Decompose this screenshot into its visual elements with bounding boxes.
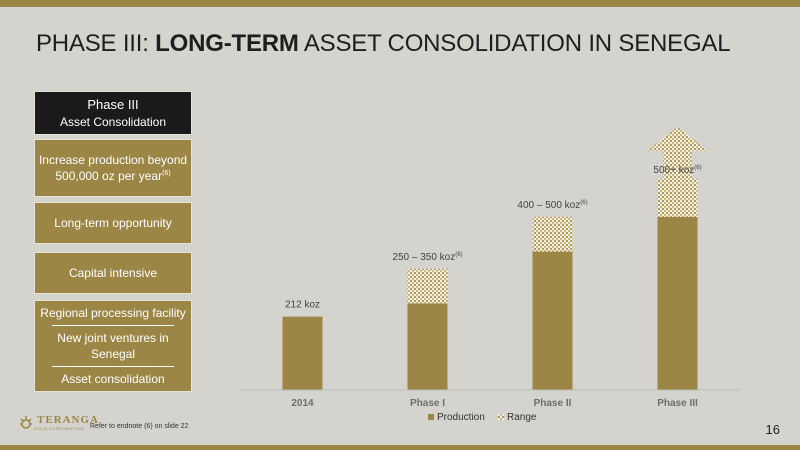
legend-range-swatch bbox=[498, 414, 504, 420]
x-tick-label: Phase I bbox=[410, 398, 445, 409]
x-tick-label: Phase II bbox=[534, 398, 572, 409]
range-bar bbox=[657, 178, 698, 217]
chart-legend: Production Range bbox=[428, 412, 537, 423]
data-label: 400 – 500 koz(6) bbox=[517, 200, 587, 211]
logo-wordmark: TERANGA bbox=[37, 414, 100, 426]
strategy-item: Asset consolidation bbox=[61, 372, 165, 387]
phase-header-box: Phase III Asset Consolidation bbox=[34, 91, 192, 135]
bottom-accent-bar bbox=[0, 445, 800, 450]
strategy-item: New joint ventures in Senegal bbox=[57, 330, 169, 361]
x-tick-label: 2014 bbox=[291, 398, 314, 409]
page-number: 16 bbox=[765, 422, 780, 437]
production-chart: 212 koz 2014 250 – 350 koz(6) Phase I 400 – … bbox=[240, 126, 740, 423]
legend-production-label: Production bbox=[437, 412, 485, 423]
endnote-text: Refer to endnote (6) on slide 22 bbox=[90, 423, 189, 430]
strategy-item: Regional processing facility bbox=[40, 305, 186, 320]
data-label: 212 koz bbox=[285, 300, 320, 311]
production-bar bbox=[282, 316, 323, 390]
x-tick-label: Phase III bbox=[657, 398, 698, 409]
divider bbox=[52, 366, 174, 368]
production-goal-line1: Increase production beyond bbox=[38, 152, 188, 167]
production-bar bbox=[532, 251, 573, 390]
logo-subtitle: GOLD CORPORATION bbox=[34, 426, 84, 431]
production-goal-line2: 500,000 oz per year bbox=[55, 169, 163, 183]
capital-intensive-box: Capital intensive bbox=[34, 252, 192, 294]
phase-header-title: Phase III bbox=[87, 97, 139, 113]
data-label: 250 – 350 koz(6) bbox=[392, 252, 462, 263]
growth-arrow-icon bbox=[647, 126, 708, 179]
top-accent-bar bbox=[0, 0, 800, 7]
production-bar bbox=[657, 216, 698, 390]
long-term-label: Long-term opportunity bbox=[54, 215, 172, 230]
production-bar bbox=[407, 303, 448, 390]
capital-intensive-label: Capital intensive bbox=[68, 265, 158, 280]
slide-title: PHASE III: LONG-TERM ASSET CONSOLIDATION… bbox=[36, 30, 731, 57]
strategy-box: Regional processing facility New joint v… bbox=[34, 300, 192, 392]
teranga-logo: TERANGA GOLD CORPORATION bbox=[18, 415, 99, 431]
production-goal-box: Increase production beyond 500,000 oz pe… bbox=[34, 139, 192, 197]
range-bar bbox=[532, 216, 573, 252]
divider bbox=[52, 324, 174, 326]
sun-logo-icon bbox=[20, 416, 32, 429]
range-bar bbox=[407, 268, 448, 304]
legend-range-label: Range bbox=[507, 412, 537, 423]
legend-production-swatch bbox=[428, 414, 434, 420]
long-term-box: Long-term opportunity bbox=[34, 202, 192, 244]
data-label: 500+ koz(6) bbox=[653, 165, 701, 176]
production-goal-endnote: (6) bbox=[162, 170, 171, 177]
phase-header-subtitle: Asset Consolidation bbox=[59, 114, 167, 129]
